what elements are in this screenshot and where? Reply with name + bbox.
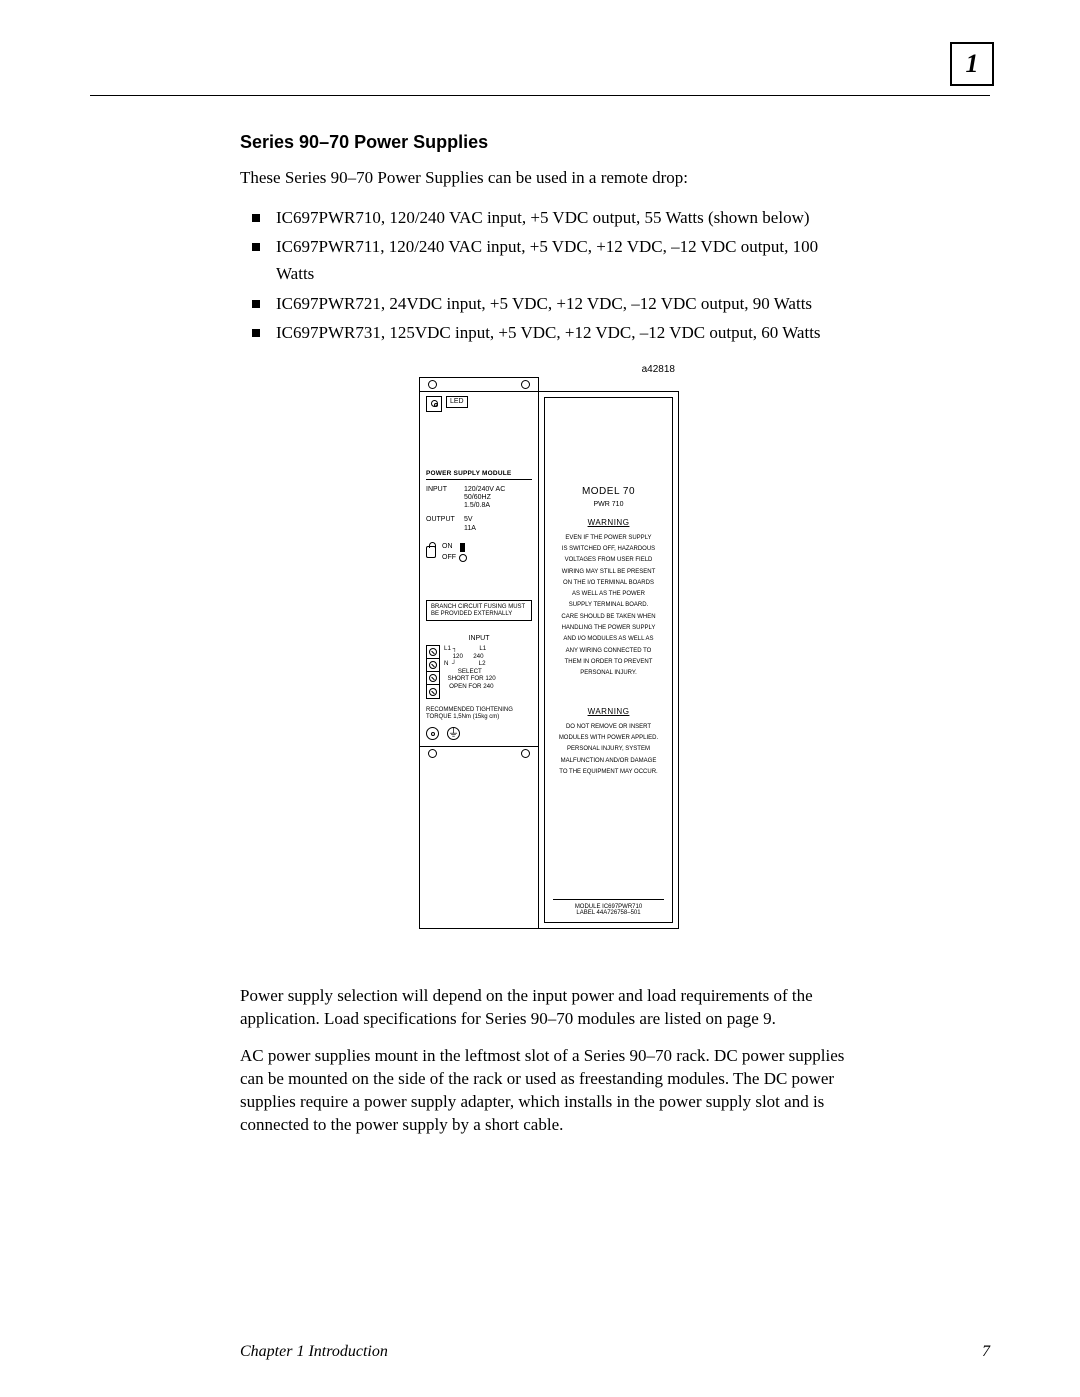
model-line: MODEL 70 bbox=[553, 484, 664, 500]
door-label-inner: MODEL 70 PWR 710 WARNING EVEN IF THE POW… bbox=[544, 397, 673, 923]
ground-symbol-icon: ⏚ bbox=[447, 727, 460, 740]
mount-hole-icon bbox=[428, 749, 437, 758]
terminal-screw-icon bbox=[429, 674, 437, 682]
header-rule bbox=[90, 95, 990, 96]
output-label: OUTPUT bbox=[426, 516, 464, 532]
page-footer: Chapter 1 Introduction 7 bbox=[240, 1343, 990, 1361]
content-column: Series 90–70 Power Supplies These Series… bbox=[240, 132, 860, 1151]
mount-bar-bottom bbox=[420, 746, 538, 760]
door-label-panel: MODEL 70 PWR 710 WARNING EVEN IF THE POW… bbox=[539, 391, 679, 929]
terminal-block: INPUT L1 ┐ L1 120 240 bbox=[426, 635, 532, 740]
page: 1 Series 90–70 Power Supplies These Seri… bbox=[0, 0, 1080, 1397]
branch-fusing-note: BRANCH CIRCUIT FUSING MUST BE PROVIDED E… bbox=[426, 600, 532, 622]
input-label: INPUT bbox=[426, 486, 464, 510]
bullet-list: IC697PWR710, 120/240 VAC input, +5 VDC o… bbox=[240, 204, 860, 346]
figure-id-label: a42818 bbox=[419, 364, 681, 375]
bullet-item: IC697PWR711, 120/240 VAC input, +5 VDC, … bbox=[240, 233, 860, 287]
figure: a42818 LED POWER SU bbox=[240, 364, 860, 963]
output-spec-row: OUTPUT 5V 11A bbox=[426, 516, 532, 532]
terminal-screw-icon bbox=[429, 688, 437, 696]
intro-text: These Series 90–70 Power Supplies can be… bbox=[240, 167, 860, 190]
terminal-title: INPUT bbox=[426, 635, 532, 643]
mount-hole-icon bbox=[428, 380, 437, 389]
mount-bar-top bbox=[420, 378, 538, 392]
terminal-screw-icon bbox=[429, 648, 437, 656]
front-panel-body: LED POWER SUPPLY MODULE INPUT 120/240V A… bbox=[420, 392, 538, 746]
diagram: a42818 LED POWER SU bbox=[419, 364, 681, 963]
warning1-title: WARNING bbox=[553, 517, 664, 529]
ground-terminal-icon bbox=[426, 727, 439, 740]
led-icon bbox=[426, 396, 442, 412]
bullet-item: IC697PWR721, 24VDC input, +5 VDC, +12 VD… bbox=[240, 290, 860, 317]
output-spec: 5V 11A bbox=[464, 516, 476, 532]
power-switch: ON OFF bbox=[426, 543, 532, 562]
padlock-icon bbox=[426, 546, 436, 558]
diagram-panels: LED POWER SUPPLY MODULE INPUT 120/240V A… bbox=[419, 377, 681, 929]
ground-row: ⏚ bbox=[426, 727, 532, 740]
switch-off-icon bbox=[459, 554, 467, 562]
mount-hole-icon bbox=[521, 749, 530, 758]
footer-page-number: 7 bbox=[982, 1343, 990, 1361]
body-paragraph: Power supply selection will depend on th… bbox=[240, 985, 860, 1031]
chapter-number-box: 1 bbox=[950, 42, 994, 86]
terminal-column bbox=[426, 645, 440, 699]
body-paragraph: AC power supplies mount in the leftmost … bbox=[240, 1045, 860, 1137]
warning2-body: DO NOT REMOVE OR INSERT MODULES WITH POW… bbox=[553, 723, 664, 777]
off-label: OFF bbox=[442, 554, 456, 562]
warning1-body: EVEN IF THE POWER SUPPLY IS SWITCHED OFF… bbox=[553, 534, 664, 679]
footer-chapter: Chapter 1 Introduction bbox=[240, 1343, 388, 1361]
warning2-title: WARNING bbox=[553, 706, 664, 718]
led-label: LED bbox=[446, 396, 468, 408]
torque-note: RECOMMENDED TIGHTENING TORQUE 1,5Nm (15k… bbox=[426, 707, 532, 721]
bullet-item: IC697PWR710, 120/240 VAC input, +5 VDC o… bbox=[240, 204, 860, 231]
door-footer-label: LABEL 44A726758–501 bbox=[553, 910, 664, 916]
section-title: Series 90–70 Power Supplies bbox=[240, 132, 860, 153]
door-footer: MODULE IC697PWR710 LABEL 44A726758–501 bbox=[553, 899, 664, 916]
mount-hole-icon bbox=[521, 380, 530, 389]
terminal-labels: L1 ┐ L1 120 240 N ┘ L2 SELECT SHORT FOR … bbox=[444, 645, 532, 699]
led-indicator: LED bbox=[426, 396, 532, 412]
terminal-screw-icon bbox=[429, 661, 437, 669]
on-label: ON bbox=[442, 543, 453, 551]
module-title: POWER SUPPLY MODULE bbox=[426, 470, 532, 480]
module-front-panel: LED POWER SUPPLY MODULE INPUT 120/240V A… bbox=[419, 377, 539, 929]
input-spec: 120/240V AC 50/60HZ 1.5/0.8A bbox=[464, 486, 505, 510]
model-number: PWR 710 bbox=[553, 500, 664, 511]
switch-on-icon bbox=[460, 543, 465, 552]
chapter-number: 1 bbox=[966, 49, 979, 79]
bullet-item: IC697PWR731, 125VDC input, +5 VDC, +12 V… bbox=[240, 319, 860, 346]
input-spec-row: INPUT 120/240V AC 50/60HZ 1.5/0.8A bbox=[426, 486, 532, 510]
